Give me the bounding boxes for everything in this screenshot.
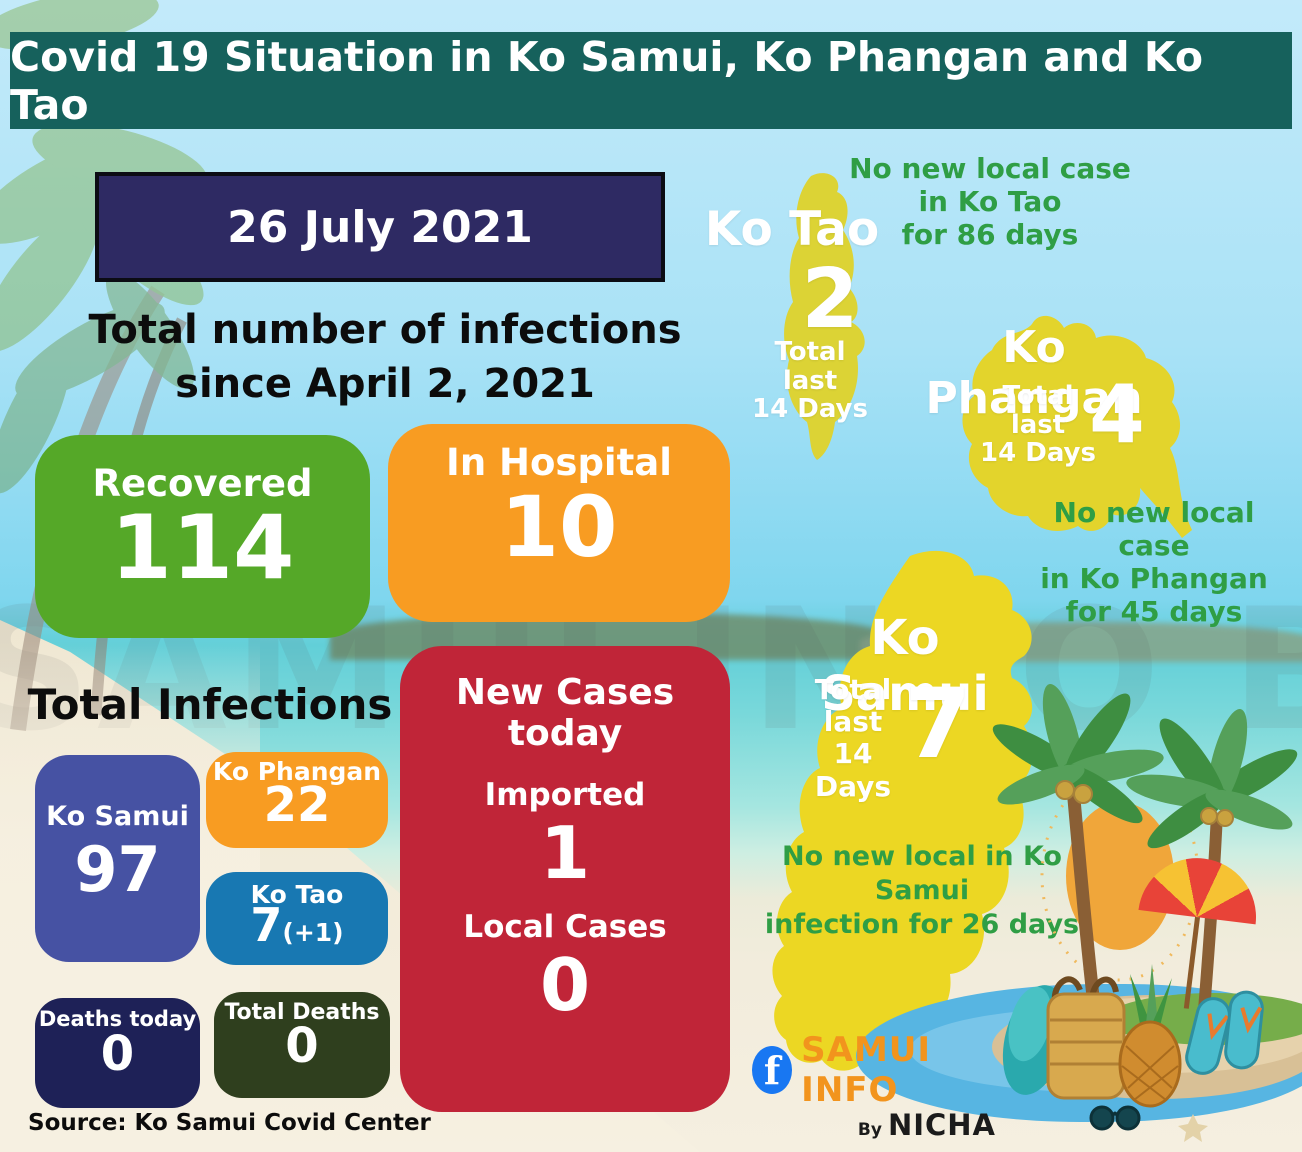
new-cases-title-line2: today [507, 713, 623, 755]
ko-tao-note: No new local case in Ko Tao for 86 days [849, 152, 1131, 252]
local-cases-value: 0 [539, 943, 591, 1028]
infections-subtitle: Total number of infections since April 2… [10, 303, 760, 411]
ko-phangan-label: Ko Phangan [212, 757, 382, 786]
starfish-icon [1178, 1114, 1208, 1142]
source-text: Source: Ko Samui Covid Center [28, 1110, 431, 1136]
imported-value: 1 [539, 810, 591, 895]
ko-tao-last14-label: Total last 14 Days [752, 337, 868, 425]
in-hospital-card: In Hospital 10 [388, 424, 730, 622]
brand-by: By [857, 1120, 882, 1140]
ko-samui-label: Ko Samui [46, 801, 189, 832]
ko-samui-value: 97 [74, 833, 161, 907]
in-hospital-value: 10 [500, 477, 618, 576]
ko-samui-map-label: Ko Samui [821, 610, 989, 722]
total-deaths-label: Total Deaths [224, 1000, 380, 1025]
coconuts [1055, 780, 1234, 827]
ko-tao-label: Ko Tao [250, 880, 344, 909]
total-infections-heading: Total Infections [27, 680, 393, 729]
date-banner: 26 July 2021 [95, 172, 665, 282]
recovered-card: Recovered 114 [35, 435, 370, 638]
new-cases-card: New Cases today Imported 1 Local Cases 0 [400, 646, 730, 1112]
date-text: 26 July 2021 [227, 201, 533, 253]
ko-phangan-note: No new local case in Ko Phangan for 45 day… [1040, 496, 1268, 629]
header-banner: Covid 19 Situation in Ko Samui, Ko Phang… [10, 32, 1292, 129]
ko-tao-map [784, 173, 865, 460]
subtitle-line1: Total number of infections [88, 307, 682, 353]
subtitle-line2: since April 2, 2021 [175, 361, 595, 407]
sunglasses-icon [1089, 1105, 1141, 1131]
pineapple-icon [1118, 964, 1182, 1108]
total-deaths-card: Total Deaths 0 [214, 992, 390, 1098]
ko-phangan-last14-label: Total last 14 Days [980, 381, 1096, 469]
deaths-today-value: 0 [100, 1026, 135, 1083]
page-title: Covid 19 Situation in Ko Samui, Ko Phang… [10, 32, 1204, 129]
new-cases-title-line1: New Cases [455, 672, 675, 713]
palm-trees-illustration [992, 683, 1298, 1071]
imported-label: Imported [484, 776, 646, 813]
deaths-today-card: Deaths today 0 [35, 998, 200, 1108]
total-deaths-value: 0 [285, 1018, 319, 1075]
ko-tao-value: 7(+1) [250, 898, 344, 953]
ko-tao-change: (+1) [282, 918, 344, 948]
ko-phangan-infections-card: Ko Phangan 22 [206, 752, 388, 848]
ko-phangan-value: 22 [263, 777, 331, 834]
brand-name: SAMUI INFO [801, 1030, 932, 1110]
ko-phangan-map-label: Ko Phangan [925, 322, 1143, 424]
ko-samui-infections-card: Ko Samui 97 [35, 755, 200, 962]
recovered-label: Recovered [92, 462, 313, 505]
ko-tao-map-label: Ko Tao [704, 202, 880, 257]
local-cases-label: Local Cases [463, 909, 667, 946]
ko-samui-last14-label: Total last 14 Days [814, 673, 892, 803]
branding: f SAMUI INFO By NICHA [752, 1030, 1002, 1142]
ko-samui-note: No new local in Ko Samui infection for 26… [764, 841, 1080, 940]
ko-tao-last14-value: 2 [801, 252, 859, 347]
facebook-icon: f [752, 1046, 793, 1094]
deaths-today-label: Deaths today [38, 1007, 197, 1031]
ko-phangan-last14-value: 4 [1089, 368, 1145, 461]
ko-samui-last14-value: 7 [904, 668, 972, 780]
ko-samui-map [772, 550, 1033, 1071]
beach-items-illustration [1002, 964, 1264, 1142]
ko-tao-infections-card: Ko Tao 7(+1) [206, 872, 388, 965]
ko-phangan-map [962, 315, 1192, 538]
in-hospital-label: In Hospital [446, 441, 672, 484]
brand-author: NICHA [887, 1108, 996, 1142]
recovered-value: 114 [110, 495, 295, 599]
flip-flops-icon [1185, 990, 1264, 1075]
palm-fronds [992, 683, 1298, 849]
